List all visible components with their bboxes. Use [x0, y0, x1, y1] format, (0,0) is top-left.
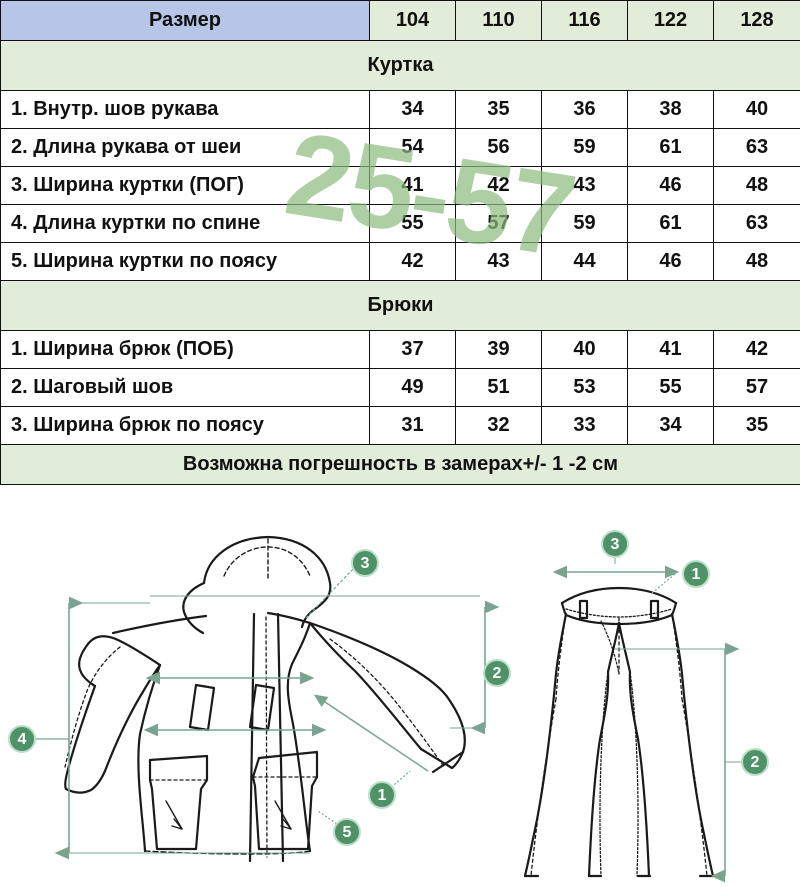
svg-text:1: 1 — [378, 787, 387, 804]
svg-text:5: 5 — [343, 824, 352, 841]
svg-text:3: 3 — [611, 536, 620, 553]
svg-text:1: 1 — [692, 566, 701, 583]
svg-text:3: 3 — [361, 555, 370, 572]
svg-text:2: 2 — [751, 754, 760, 771]
svg-text:4: 4 — [18, 731, 27, 748]
svg-text:2: 2 — [493, 665, 502, 682]
